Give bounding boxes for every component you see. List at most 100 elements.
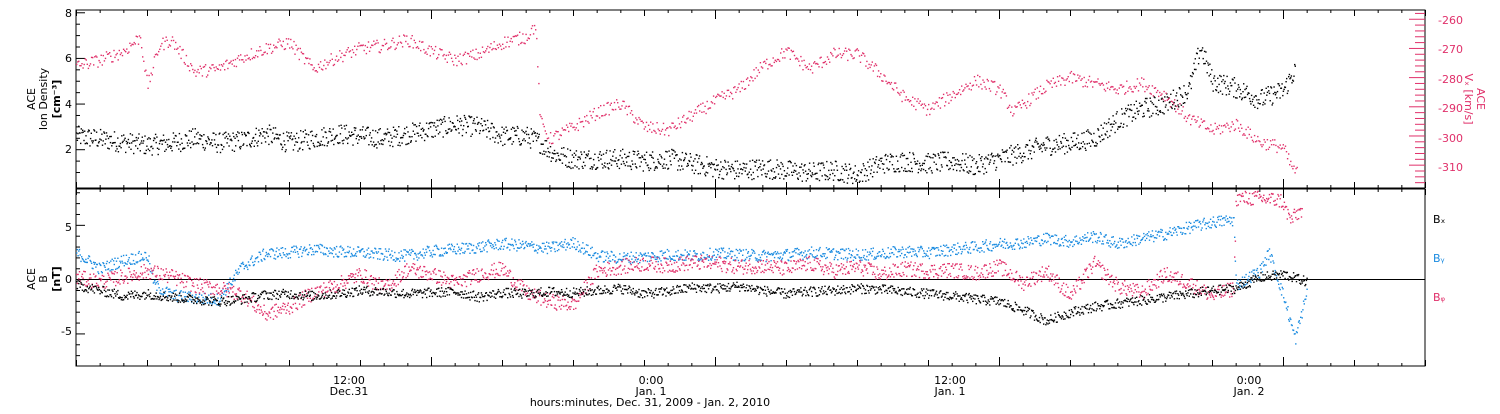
data-point xyxy=(1046,242,1047,243)
data-point xyxy=(274,254,275,255)
data-point xyxy=(779,178,780,179)
data-point xyxy=(575,154,576,155)
data-point xyxy=(391,40,392,41)
data-point xyxy=(288,258,289,259)
data-point xyxy=(311,131,312,132)
data-point xyxy=(177,142,178,143)
data-point xyxy=(770,254,771,255)
data-point xyxy=(105,58,106,59)
data-point xyxy=(833,248,834,249)
data-point xyxy=(173,40,174,41)
data-point xyxy=(1257,272,1258,273)
data-point xyxy=(631,252,632,253)
data-point xyxy=(252,58,253,59)
data-point xyxy=(302,149,303,150)
data-point xyxy=(284,254,285,255)
data-point xyxy=(533,33,534,34)
data-point xyxy=(138,44,139,45)
data-point xyxy=(461,63,462,64)
data-point xyxy=(342,140,343,141)
data-point xyxy=(78,61,79,62)
data-point xyxy=(223,63,224,64)
data-point xyxy=(373,41,374,42)
data-point xyxy=(638,153,639,154)
data-point xyxy=(185,64,186,65)
data-point xyxy=(1213,133,1214,134)
data-point xyxy=(1250,129,1251,130)
data-point xyxy=(1088,79,1089,80)
data-point xyxy=(604,252,605,253)
data-point xyxy=(1266,95,1267,96)
data-point xyxy=(1117,129,1118,130)
data-point xyxy=(232,150,233,151)
data-point xyxy=(580,251,581,252)
data-point xyxy=(221,64,222,65)
data-point xyxy=(501,246,502,247)
data-point xyxy=(272,249,273,250)
data-point xyxy=(816,249,817,250)
data-point xyxy=(121,135,122,136)
data-point xyxy=(1043,88,1044,89)
data-point xyxy=(563,247,564,248)
data-point xyxy=(908,252,909,253)
data-point xyxy=(753,178,754,179)
data-point xyxy=(553,153,554,154)
data-point xyxy=(1121,84,1122,85)
data-point xyxy=(623,161,624,162)
data-point xyxy=(1228,94,1229,95)
data-point xyxy=(351,132,352,133)
data-point xyxy=(802,181,803,182)
data-point xyxy=(1252,99,1253,100)
data-point xyxy=(1189,83,1190,84)
data-point xyxy=(235,270,236,271)
data-point xyxy=(214,70,215,71)
data-point xyxy=(775,178,776,179)
data-point xyxy=(1035,237,1036,238)
data-point xyxy=(294,249,295,250)
data-point xyxy=(165,142,166,143)
data-point xyxy=(1222,79,1223,80)
data-point xyxy=(1251,271,1252,272)
data-point xyxy=(334,247,335,248)
data-point xyxy=(179,144,180,145)
data-point xyxy=(1054,234,1055,235)
data-point xyxy=(488,52,489,53)
data-point xyxy=(1136,101,1137,102)
data-point xyxy=(926,156,927,157)
data-point xyxy=(437,57,438,58)
data-point xyxy=(776,253,777,254)
data-point xyxy=(648,125,649,126)
data-point xyxy=(1242,98,1243,99)
data-point xyxy=(200,66,201,67)
data-point xyxy=(537,66,538,67)
data-point xyxy=(650,122,651,123)
data-point xyxy=(1210,124,1211,125)
data-point xyxy=(699,259,700,260)
data-point xyxy=(701,112,702,113)
data-point xyxy=(949,168,950,169)
data-point xyxy=(1030,150,1031,151)
data-point xyxy=(922,248,923,249)
data-point xyxy=(549,142,550,143)
data-point xyxy=(464,54,465,55)
data-point xyxy=(856,179,857,180)
data-point xyxy=(547,148,548,149)
data-point xyxy=(1281,83,1282,84)
data-point xyxy=(1045,149,1046,150)
data-point xyxy=(273,45,274,46)
data-point xyxy=(355,127,356,128)
data-point xyxy=(576,166,577,167)
data-point xyxy=(1183,103,1184,104)
data-point xyxy=(208,71,209,72)
data-point xyxy=(691,165,692,166)
data-point xyxy=(108,138,109,139)
data-point xyxy=(1002,241,1003,242)
data-point xyxy=(223,146,224,147)
data-point xyxy=(1149,240,1150,241)
data-point xyxy=(584,252,585,253)
data-point xyxy=(239,272,240,273)
data-point xyxy=(819,248,820,249)
data-point xyxy=(895,249,896,250)
data-point xyxy=(162,288,163,289)
data-point xyxy=(358,42,359,43)
